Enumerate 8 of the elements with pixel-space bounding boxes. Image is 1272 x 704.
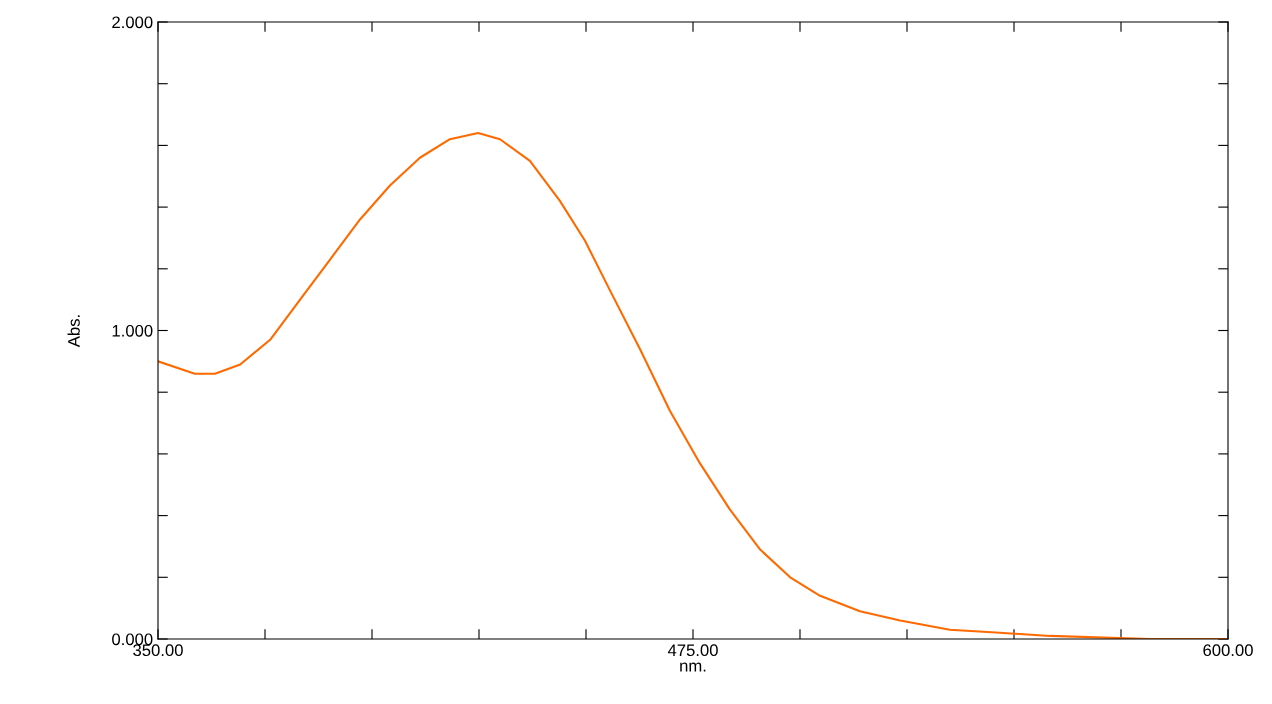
y-tick-label: 0.000	[112, 633, 153, 646]
x-tick-label: 475.00	[667, 644, 718, 657]
x-axis-title: nm.	[680, 662, 706, 672]
y-tick-label: 2.000	[112, 16, 153, 29]
y-axis-title: Abs.	[67, 315, 80, 348]
x-tick-label: 600.00	[1203, 644, 1253, 657]
y-tick-label: 1.000	[112, 324, 153, 337]
x-tick-label: 350.00	[133, 644, 183, 657]
